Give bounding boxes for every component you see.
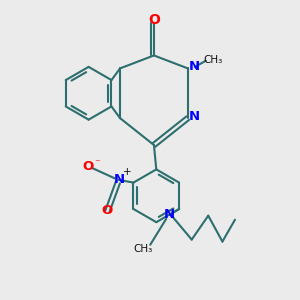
Text: ⁻: ⁻	[95, 158, 100, 168]
Text: O: O	[148, 13, 160, 27]
Text: N: N	[164, 208, 175, 221]
Text: N: N	[114, 173, 125, 186]
Text: O: O	[102, 204, 113, 217]
Text: +: +	[123, 167, 132, 176]
Text: N: N	[188, 110, 200, 123]
Text: CH₃: CH₃	[204, 55, 223, 65]
Text: O: O	[82, 160, 94, 173]
Text: N: N	[188, 61, 200, 74]
Text: CH₃: CH₃	[134, 244, 153, 254]
